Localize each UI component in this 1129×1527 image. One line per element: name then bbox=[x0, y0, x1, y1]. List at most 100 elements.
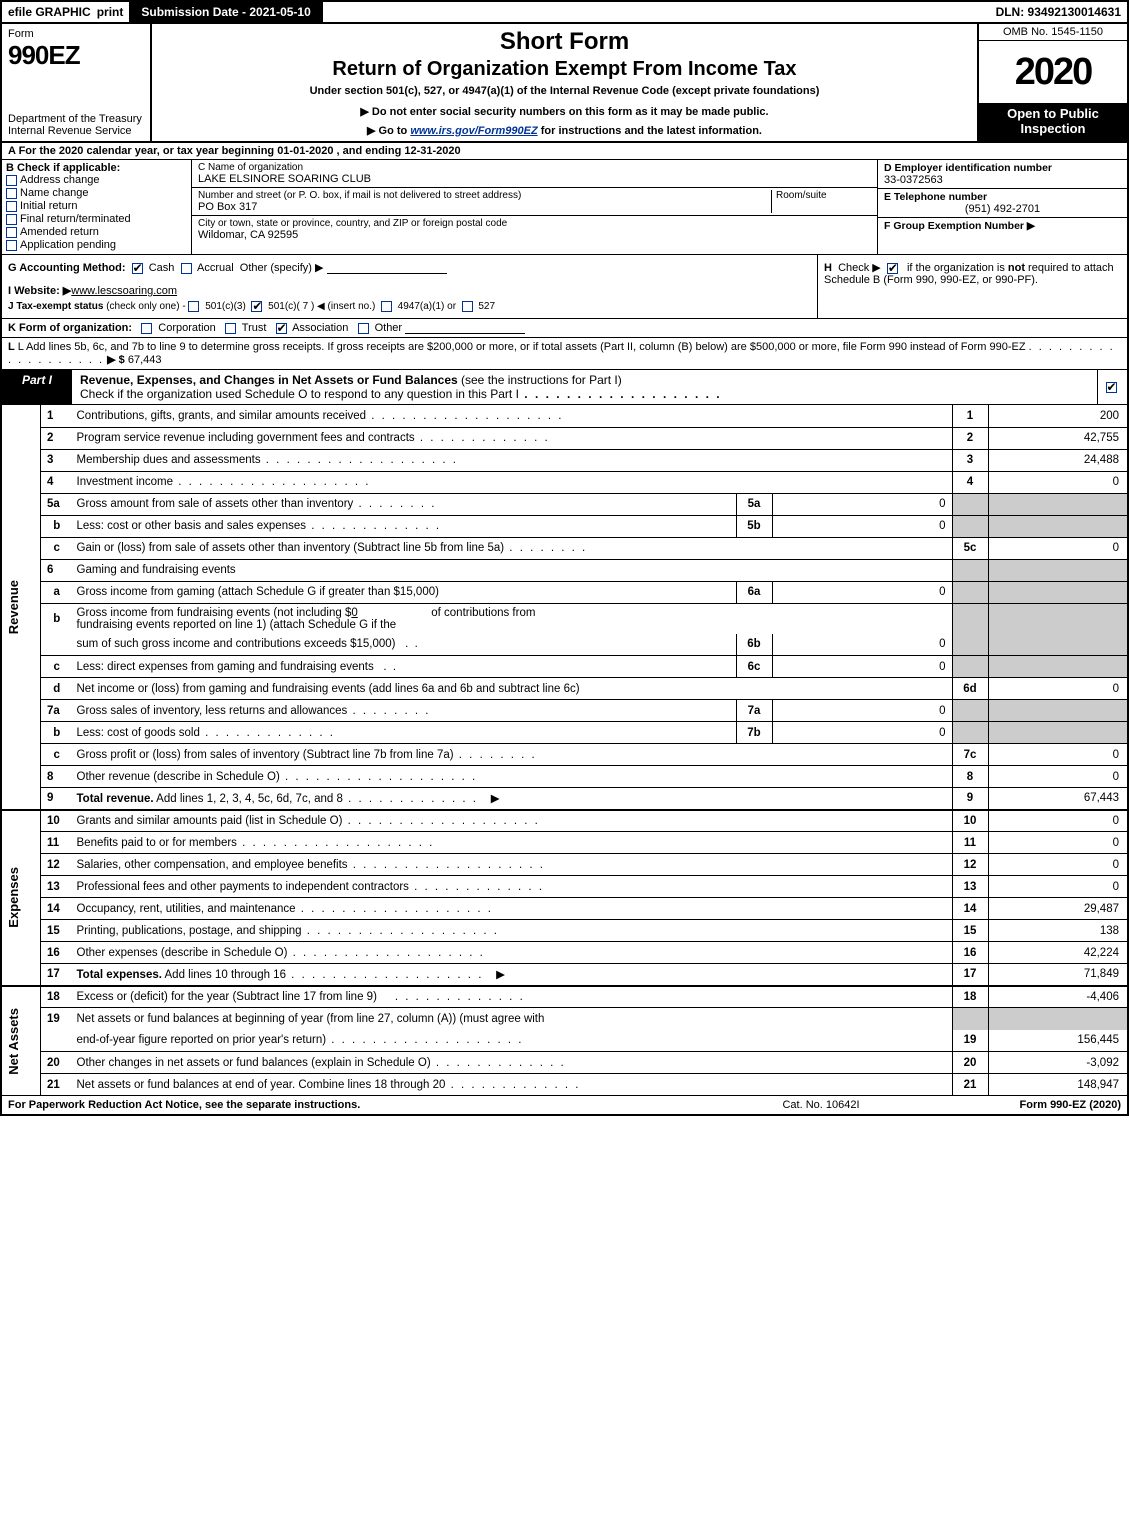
g-label: G Accounting Method: bbox=[8, 262, 126, 274]
c-city-label: City or town, state or province, country… bbox=[198, 218, 871, 229]
header-center: Short Form Return of Organization Exempt… bbox=[152, 24, 977, 141]
line-4: 4 Investment income 4 0 bbox=[1, 471, 1128, 493]
line-8: 8 Other revenue (describe in Schedule O)… bbox=[1, 766, 1128, 788]
short-form-title: Short Form bbox=[160, 28, 969, 56]
line-21: 21 Net assets or fund balances at end of… bbox=[1, 1074, 1128, 1096]
check-accrual[interactable] bbox=[181, 263, 192, 274]
tax-year: 2020 bbox=[979, 41, 1127, 103]
bc-row: B Check if applicable: Address change Na… bbox=[0, 160, 1129, 255]
under-section: Under section 501(c), 527, or 4947(a)(1)… bbox=[160, 85, 969, 97]
col-c: C Name of organization LAKE ELSINORE SOA… bbox=[192, 160, 877, 254]
revenue-side-label: Revenue bbox=[6, 580, 21, 634]
check-schedule-o-part1[interactable] bbox=[1106, 382, 1117, 393]
part1-title: Revenue, Expenses, and Changes in Net As… bbox=[72, 370, 1097, 404]
form-word: Form bbox=[8, 28, 144, 40]
line-7a: 7a Gross sales of inventory, less return… bbox=[1, 700, 1128, 722]
irs-label: Internal Revenue Service bbox=[8, 125, 144, 137]
line-18: Net Assets 18 Excess or (deficit) for th… bbox=[1, 986, 1128, 1008]
line-6c: c Less: direct expenses from gaming and … bbox=[1, 656, 1128, 678]
part1-header: Part I Revenue, Expenses, and Changes in… bbox=[0, 370, 1129, 405]
gh-left: G Accounting Method: Cash Accrual Other … bbox=[2, 255, 817, 318]
i-website: I Website: ▶www.lescsoaring.com bbox=[8, 284, 811, 297]
k-row: K Form of organization: Corporation Trus… bbox=[0, 319, 1129, 338]
check-initial-return[interactable]: Initial return bbox=[6, 200, 187, 212]
line-2: 2 Program service revenue including gove… bbox=[1, 427, 1128, 449]
line-9: 9 Total revenue. Add lines 1, 2, 3, 4, 5… bbox=[1, 788, 1128, 810]
line-10: Expenses 10 Grants and similar amounts p… bbox=[1, 810, 1128, 832]
goto-post: for instructions and the latest informat… bbox=[538, 125, 762, 137]
line-20: 20 Other changes in net assets or fund b… bbox=[1, 1052, 1128, 1074]
check-amended-return[interactable]: Amended return bbox=[6, 226, 187, 238]
l-row: L L Add lines 5b, 6c, and 7b to line 9 t… bbox=[0, 338, 1129, 370]
line-19a: 19 Net assets or fund balances at beginn… bbox=[1, 1008, 1128, 1030]
row-a-tax-year: A For the 2020 calendar year, or tax yea… bbox=[0, 143, 1129, 160]
line-17: 17 Total expenses. Add lines 10 through … bbox=[1, 964, 1128, 986]
i-label: I Website: ▶ bbox=[8, 285, 71, 297]
line-13: 13 Professional fees and other payments … bbox=[1, 876, 1128, 898]
line-1: Revenue 1 Contributions, gifts, grants, … bbox=[1, 405, 1128, 427]
return-title: Return of Organization Exempt From Incom… bbox=[160, 58, 969, 81]
check-4947[interactable] bbox=[381, 301, 392, 312]
expenses-side-label: Expenses bbox=[6, 867, 21, 928]
phone-value: (951) 492-2701 bbox=[884, 203, 1121, 215]
c-name-label: C Name of organization bbox=[198, 162, 871, 173]
g-accounting: G Accounting Method: Cash Accrual Other … bbox=[8, 261, 811, 274]
room-suite-label: Room/suite bbox=[771, 190, 871, 213]
form-header: Form 990EZ Department of the Treasury In… bbox=[0, 24, 1129, 143]
check-other-org[interactable] bbox=[358, 323, 369, 334]
header-right: OMB No. 1545-1150 2020 Open to Public In… bbox=[977, 24, 1127, 141]
line-3: 3 Membership dues and assessments 3 24,4… bbox=[1, 449, 1128, 471]
goto-link[interactable]: www.irs.gov/Form990EZ bbox=[410, 125, 537, 137]
check-application-pending[interactable]: Application pending bbox=[6, 239, 187, 251]
other-specify-blank bbox=[327, 262, 447, 274]
print-link[interactable]: print bbox=[97, 5, 124, 19]
check-501c[interactable] bbox=[251, 301, 262, 312]
col-de: D Employer identification number 33-0372… bbox=[877, 160, 1127, 254]
omb-number: OMB No. 1545-1150 bbox=[979, 24, 1127, 41]
top-bar: efile GRAPHIC print Submission Date - 20… bbox=[0, 0, 1129, 24]
k-label: K Form of organization: bbox=[8, 322, 132, 334]
check-name-change[interactable]: Name change bbox=[6, 187, 187, 199]
check-schedule-b[interactable] bbox=[887, 263, 898, 274]
other-org-blank bbox=[405, 322, 525, 334]
line-5b: b Less: cost or other basis and sales ex… bbox=[1, 515, 1128, 537]
check-address-change[interactable]: Address change bbox=[6, 174, 187, 186]
gh-row: G Accounting Method: Cash Accrual Other … bbox=[0, 255, 1129, 319]
line-7c: c Gross profit or (loss) from sales of i… bbox=[1, 744, 1128, 766]
footer-left: For Paperwork Reduction Act Notice, see … bbox=[8, 1099, 721, 1111]
efile-label: efile GRAPHIC print bbox=[2, 2, 131, 22]
ein-value: 33-0372563 bbox=[884, 174, 1121, 186]
form-number: 990EZ bbox=[8, 40, 144, 71]
line-6d: d Net income or (loss) from gaming and f… bbox=[1, 678, 1128, 700]
check-corporation[interactable] bbox=[141, 323, 152, 334]
line-14: 14 Occupancy, rent, utilities, and maint… bbox=[1, 898, 1128, 920]
goto-pre: ▶ Go to bbox=[367, 125, 410, 137]
b-label: B Check if applicable: bbox=[6, 162, 187, 174]
website-value[interactable]: www.lescsoaring.com bbox=[71, 285, 177, 297]
part1-label: Part I bbox=[2, 370, 72, 404]
netassets-side-label: Net Assets bbox=[6, 1008, 21, 1075]
f-label: F Group Exemption Number ▶ bbox=[884, 220, 1121, 232]
d-label: D Employer identification number bbox=[884, 162, 1121, 174]
submission-date: Submission Date - 2021-05-10 bbox=[131, 2, 322, 22]
l-value: 67,443 bbox=[128, 354, 162, 366]
line-16: 16 Other expenses (describe in Schedule … bbox=[1, 942, 1128, 964]
check-cash[interactable] bbox=[132, 263, 143, 274]
e-label: E Telephone number bbox=[884, 191, 1121, 203]
h-check-text: H Check ▶ if the organization is not req… bbox=[824, 261, 1121, 286]
col-b: B Check if applicable: Address change Na… bbox=[2, 160, 192, 254]
l-arrow: ▶ $ bbox=[107, 354, 125, 366]
check-527[interactable] bbox=[462, 301, 473, 312]
check-final-return[interactable]: Final return/terminated bbox=[6, 213, 187, 225]
line-11: 11 Benefits paid to or for members 11 0 bbox=[1, 832, 1128, 854]
check-association[interactable] bbox=[276, 323, 287, 334]
check-501c3[interactable] bbox=[188, 301, 199, 312]
footer: For Paperwork Reduction Act Notice, see … bbox=[0, 1096, 1129, 1116]
c-street-label: Number and street (or P. O. box, if mail… bbox=[198, 190, 771, 201]
check-trust[interactable] bbox=[225, 323, 236, 334]
org-name: LAKE ELSINORE SOARING CLUB bbox=[198, 173, 871, 185]
footer-right: Form 990-EZ (2020) bbox=[921, 1099, 1121, 1111]
line-6a: a Gross income from gaming (attach Sched… bbox=[1, 581, 1128, 603]
l-text: L Add lines 5b, 6c, and 7b to line 9 to … bbox=[18, 341, 1026, 353]
header-left: Form 990EZ Department of the Treasury In… bbox=[2, 24, 152, 141]
